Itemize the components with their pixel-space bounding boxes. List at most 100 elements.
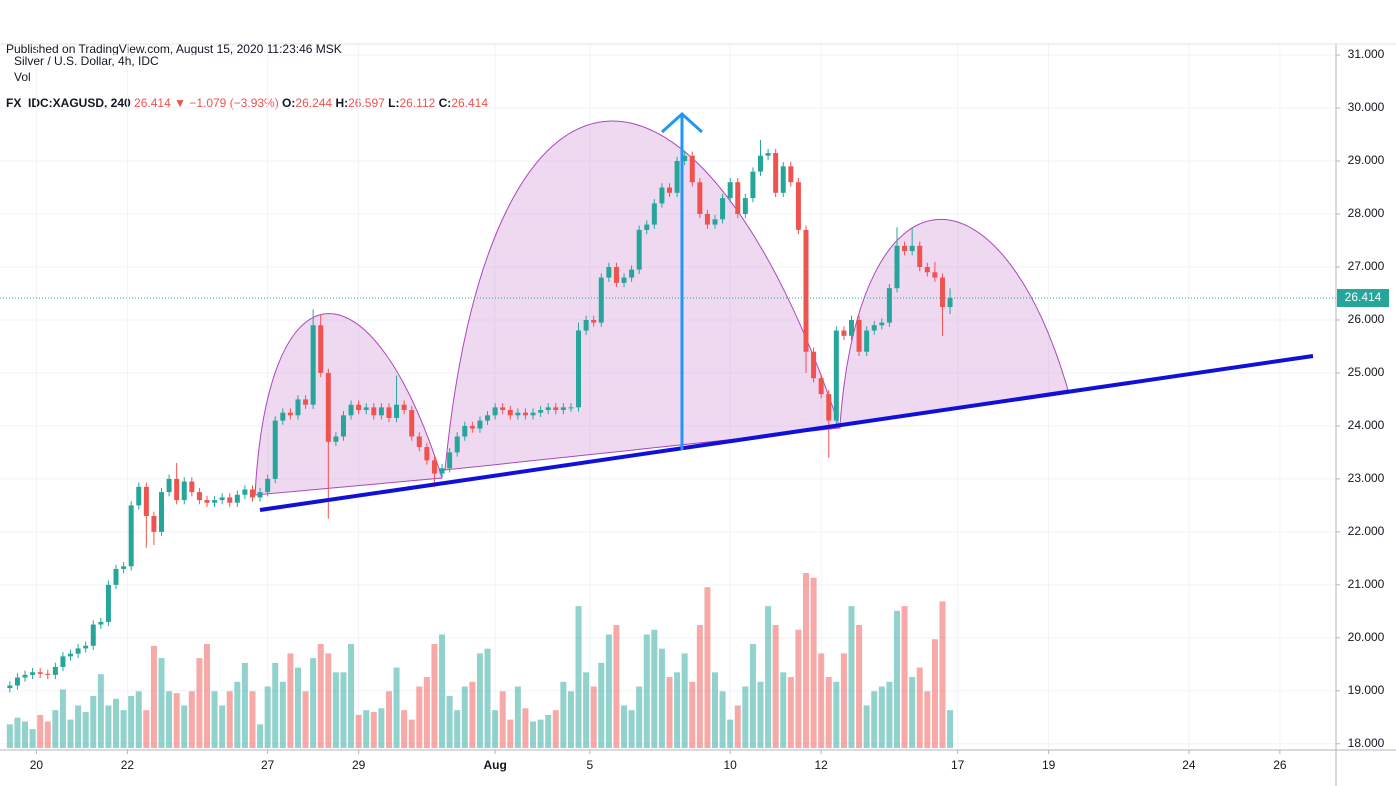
volume-bar bbox=[476, 653, 483, 748]
candle-body bbox=[924, 266, 930, 273]
volume-bar bbox=[211, 691, 218, 748]
volume-bar bbox=[219, 705, 226, 748]
volume-bar bbox=[765, 606, 772, 748]
volume-bar bbox=[75, 705, 82, 748]
candle-body bbox=[902, 245, 908, 252]
candle-body bbox=[14, 677, 20, 686]
volume-bar bbox=[886, 681, 893, 748]
candle-body bbox=[439, 468, 445, 474]
volume-bar bbox=[431, 643, 438, 748]
candle-body bbox=[553, 407, 559, 411]
candle-layer bbox=[0, 139, 1336, 693]
c-label: C: bbox=[438, 96, 452, 110]
volume-bar bbox=[924, 691, 931, 748]
candle-body bbox=[333, 436, 339, 442]
volume-bar bbox=[370, 712, 377, 748]
candle-body bbox=[651, 203, 657, 225]
pattern-arc bbox=[444, 120, 841, 471]
volume-bar bbox=[795, 629, 802, 748]
candle-body bbox=[212, 500, 218, 503]
candle-body bbox=[469, 425, 475, 429]
volume-bar bbox=[825, 677, 832, 748]
candle-body bbox=[454, 436, 460, 453]
y-tick-label: 27.000 bbox=[1348, 259, 1385, 273]
volume-bar bbox=[696, 625, 703, 748]
volume-bar bbox=[439, 634, 446, 748]
candle-body bbox=[159, 492, 165, 532]
volume-bar bbox=[734, 705, 741, 748]
candle-body bbox=[189, 481, 195, 493]
axes: 18.000 19.000 20.000 21.000 22.000 23.000 24.0… bbox=[0, 43, 1396, 786]
quote-line: FX_IDC:XAGUSD, 240 26.414 ▼ −1.079 (−3.9… bbox=[6, 94, 488, 112]
volume-bar bbox=[143, 710, 150, 748]
candle-body bbox=[803, 229, 809, 352]
candle-body bbox=[52, 666, 58, 675]
candle-body bbox=[613, 266, 619, 283]
candle-body bbox=[424, 447, 430, 461]
candle-body bbox=[917, 245, 923, 267]
y-tick-label: 22.000 bbox=[1348, 524, 1385, 538]
x-tick-label: 26 bbox=[1273, 758, 1287, 772]
candle-body bbox=[712, 219, 718, 225]
drawings bbox=[254, 120, 1069, 496]
candle-body bbox=[811, 351, 817, 379]
volume-bar bbox=[67, 719, 74, 748]
candle-body bbox=[606, 266, 612, 278]
candle-body bbox=[841, 330, 847, 336]
volume-bar bbox=[514, 686, 521, 748]
candle-body bbox=[864, 330, 870, 352]
volume-bar bbox=[423, 677, 430, 748]
volume-bar bbox=[6, 724, 13, 748]
y-tick-label: 26.000 bbox=[1348, 312, 1385, 326]
x-tick-label: 24 bbox=[1182, 758, 1196, 772]
volume-bar bbox=[636, 686, 643, 748]
candle-body bbox=[674, 161, 680, 193]
y-tick-label: 24.000 bbox=[1348, 418, 1385, 432]
volume-bar bbox=[401, 710, 408, 748]
volume-bar bbox=[598, 662, 605, 748]
candle-body bbox=[932, 272, 938, 278]
candle-body bbox=[629, 269, 635, 278]
candle-body bbox=[409, 410, 415, 437]
candle-body bbox=[401, 404, 407, 411]
y-tick-label: 30.000 bbox=[1348, 100, 1385, 114]
candle-body bbox=[500, 407, 506, 411]
candle-body bbox=[515, 412, 521, 416]
volume-bar bbox=[181, 705, 188, 748]
x-tick-label: Aug bbox=[483, 758, 506, 772]
volume-bar bbox=[264, 686, 271, 748]
candle-body bbox=[818, 378, 824, 395]
volume-bar bbox=[484, 648, 491, 748]
y-tick-label: 19.000 bbox=[1348, 683, 1385, 697]
candle-body bbox=[538, 410, 544, 413]
volume-bar bbox=[52, 710, 59, 748]
published: Published on TradingView.com, August 15,… bbox=[6, 42, 342, 56]
volume-bar bbox=[727, 719, 734, 748]
candle-body bbox=[659, 187, 665, 204]
y-tick-label: 21.000 bbox=[1348, 577, 1385, 591]
candle-body bbox=[181, 481, 187, 501]
candle-body bbox=[227, 497, 233, 503]
volume-bar bbox=[257, 724, 264, 748]
volume-bar bbox=[241, 662, 248, 748]
volume-bar bbox=[583, 672, 590, 748]
candle-body bbox=[795, 182, 801, 230]
candle-body bbox=[143, 486, 149, 516]
candle-body bbox=[234, 494, 240, 503]
candle-body bbox=[742, 198, 748, 214]
o-label: O: bbox=[282, 96, 296, 110]
volume-bar bbox=[749, 643, 756, 748]
volume-bar bbox=[712, 672, 719, 748]
volume-legend: Vol bbox=[14, 70, 31, 84]
candle-body bbox=[22, 674, 28, 678]
x-tick-label: 20 bbox=[30, 758, 44, 772]
volume-bar bbox=[14, 717, 21, 748]
volume-bar bbox=[772, 625, 779, 748]
candle-body bbox=[856, 319, 862, 352]
candle-body bbox=[37, 672, 43, 674]
volume-bar bbox=[461, 686, 468, 748]
volume-bar bbox=[363, 710, 370, 748]
candle-body bbox=[545, 407, 551, 411]
x-tick-label: 12 bbox=[814, 758, 828, 772]
volume-bar bbox=[674, 672, 681, 748]
